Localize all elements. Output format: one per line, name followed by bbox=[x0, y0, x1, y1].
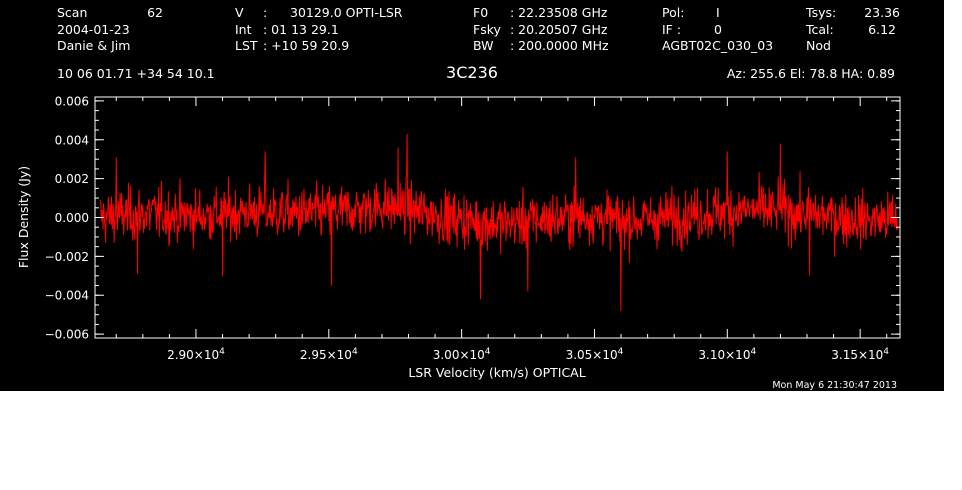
y-tick-label: 0.002 bbox=[55, 172, 89, 186]
tsys-label: Tsys: bbox=[805, 5, 836, 20]
mode: Nod bbox=[806, 38, 831, 53]
x-tick-label: 3.15×104 bbox=[831, 347, 889, 362]
source-title: 3C236 bbox=[446, 63, 498, 82]
spectrum-line bbox=[100, 134, 897, 311]
y-tick-label: 0.004 bbox=[55, 133, 89, 147]
az-el-ha: Az: 255.6 El: 78.8 HA: 0.89 bbox=[727, 66, 895, 81]
fsky-label: Fsky bbox=[473, 22, 501, 37]
scan-label: Scan bbox=[57, 5, 87, 20]
timestamp: Mon May 6 21:30:47 2013 bbox=[772, 380, 897, 391]
if-value: 0 bbox=[714, 22, 722, 37]
lst-value: : +10 59 20.9 bbox=[263, 38, 349, 53]
x-tick-label: 2.90×104 bbox=[167, 347, 225, 362]
lst-label: LST bbox=[235, 38, 258, 53]
velocity-label: V bbox=[235, 5, 244, 20]
y-tick-label: 0.006 bbox=[55, 94, 89, 108]
project-id: AGBT02C_030_03 bbox=[662, 38, 773, 53]
observation-date: 2004-01-23 bbox=[57, 22, 130, 37]
coordinates: 10 06 01.71 +34 54 10.1 bbox=[57, 66, 215, 81]
y-tick-label: −0.002 bbox=[45, 250, 89, 264]
if-label: IF : bbox=[662, 22, 681, 37]
tcal-value: 6.12 bbox=[868, 22, 896, 37]
tcal-label: Tcal: bbox=[805, 22, 834, 37]
y-tick-label: −0.004 bbox=[45, 289, 89, 303]
int-label: Int bbox=[235, 22, 252, 37]
plot-area: −0.006 −0.004 −0.002 0.000 0.002 0.004 0.006 2.… bbox=[45, 94, 900, 362]
pol-value: I bbox=[716, 5, 720, 20]
velocity-value: 30129.0 OPTI-LSR bbox=[290, 5, 403, 20]
int-value: : 01 13 29.1 bbox=[263, 22, 339, 37]
scan-number: 62 bbox=[147, 5, 163, 20]
x-tick-label: 3.05×104 bbox=[566, 347, 624, 362]
bw-label: BW bbox=[473, 38, 494, 53]
y-tick-label: 0.000 bbox=[55, 211, 89, 225]
x-axis-label: LSR Velocity (km/s) OPTICAL bbox=[408, 365, 585, 380]
pol-label: Pol: bbox=[662, 5, 684, 20]
chart: Scan 62 2004-01-23 Danie & Jim V : 30129… bbox=[0, 0, 944, 391]
fsky-value: : 20.20507 GHz bbox=[510, 22, 608, 37]
plot-panel: Scan 62 2004-01-23 Danie & Jim V : 30129… bbox=[0, 0, 944, 391]
x-tick-label: 3.00×104 bbox=[433, 347, 491, 362]
x-tick-label: 3.10×104 bbox=[698, 347, 756, 362]
observers: Danie & Jim bbox=[57, 38, 130, 53]
bw-value: : 200.0000 MHz bbox=[510, 38, 609, 53]
x-tick-label: 2.95×104 bbox=[300, 347, 358, 362]
tsys-value: 23.36 bbox=[864, 5, 900, 20]
f0-value: : 22.23508 GHz bbox=[510, 5, 608, 20]
velocity-colon: : bbox=[263, 5, 267, 20]
y-axis-label: Flux Density (Jy) bbox=[16, 166, 31, 268]
y-tick-label: −0.006 bbox=[45, 328, 89, 342]
f0-label: F0 bbox=[473, 5, 488, 20]
